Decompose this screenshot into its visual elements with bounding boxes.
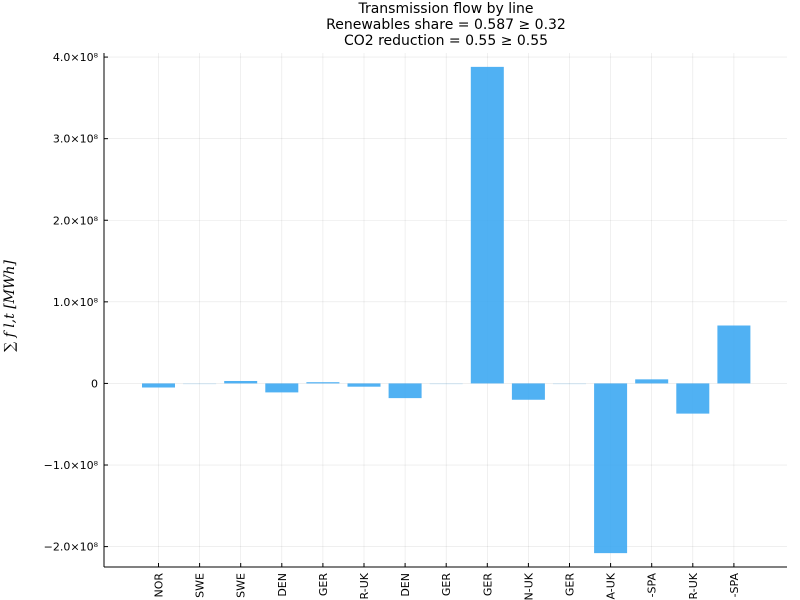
bar-0 — [142, 383, 175, 388]
x-tick-label: NOR — [153, 573, 166, 598]
x-tick-label: -SPA — [728, 573, 741, 598]
bar-8 — [470, 66, 504, 384]
bars — [142, 66, 751, 554]
y-tick-label: 0 — [91, 377, 98, 390]
bar-9 — [511, 383, 545, 400]
x-tick-label: DEN — [399, 573, 412, 597]
x-tick-label: N-UK — [522, 572, 535, 600]
chart-title: Transmission flow by line Renewables sha… — [326, 1, 566, 49]
x-tick-label: R-UK — [687, 572, 700, 599]
bar-6 — [388, 383, 422, 399]
x-tick-label: R-UK — [358, 572, 371, 599]
bar-4 — [306, 382, 340, 384]
bar-10 — [553, 383, 586, 385]
y-tick-label: 2.0×10⁸ — [53, 214, 99, 227]
y-tick-labels: 4.0×10⁸ 3.0×10⁸ 2.0×10⁸ 1.0×10⁸ 0 −1.0×10⁸ −2.… — [44, 51, 99, 554]
y-axis-label-text: ∑ f l,t [MWh] — [2, 260, 18, 352]
x-tick-label: -SPA — [646, 573, 659, 598]
title-line-1: Transmission flow by line — [357, 1, 533, 17]
grid-lines — [104, 53, 787, 567]
bar-1 — [183, 383, 217, 385]
x-tick-label: GER — [440, 573, 453, 596]
bar-11 — [594, 383, 628, 554]
x-tick-label: DEN — [276, 573, 289, 597]
y-tick-label: −1.0×10⁸ — [44, 459, 99, 472]
y-tick-label: 3.0×10⁸ — [53, 133, 99, 146]
title-line-2: Renewables share = 0.587 ≥ 0.32 — [326, 17, 566, 33]
bar-14 — [717, 325, 751, 384]
bar-7 — [429, 383, 463, 385]
x-tick-label: SWE — [194, 573, 207, 598]
x-tick-label: SWE — [235, 573, 248, 598]
axes — [103, 53, 787, 568]
title-line-3: CO2 reduction = 0.55 ≥ 0.55 — [344, 33, 548, 49]
y-tick-label: 1.0×10⁸ — [53, 296, 99, 309]
y-tick-label: 4.0×10⁸ — [53, 51, 99, 64]
bar-5 — [347, 383, 381, 387]
bar-13 — [676, 383, 710, 414]
bar-12 — [635, 379, 669, 384]
x-tick-labels: NOR SWE SWE DEN GER R-UK DEN GER GER N-UK GER A-UK -… — [153, 572, 741, 600]
x-tick-label: GER — [317, 573, 330, 596]
y-axis-label: ∑ f l,t [MWh] — [2, 260, 18, 352]
x-tick-label: GER — [481, 573, 494, 596]
x-tick-label: A-UK — [605, 572, 618, 599]
y-tick-label: −2.0×10⁸ — [44, 541, 99, 554]
bar-2 — [224, 380, 258, 384]
x-tick-label: GER — [564, 573, 577, 596]
bar-3 — [265, 383, 299, 393]
